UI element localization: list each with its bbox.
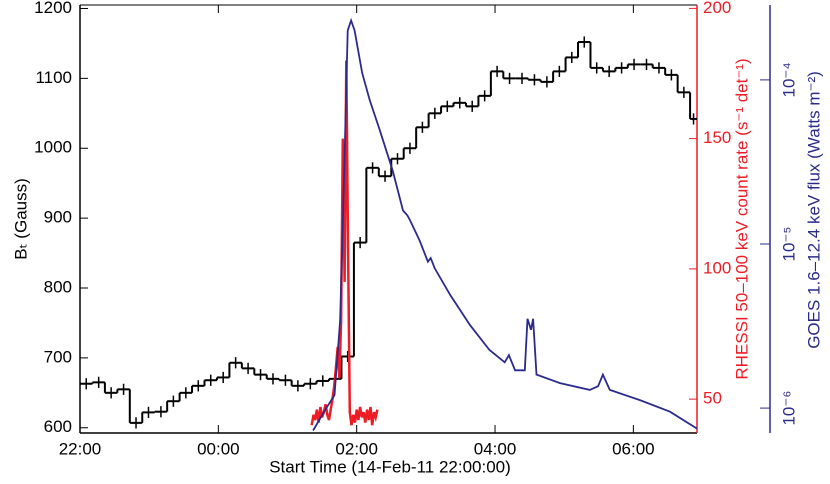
y3-tick-label: 10⁻⁴ xyxy=(779,62,798,97)
y-tick-label: 800 xyxy=(44,277,72,296)
y3-tick-label: 10⁻⁵ xyxy=(779,227,798,262)
y-tick-label: 1100 xyxy=(35,68,72,87)
series-line xyxy=(312,17,698,431)
y-tick-label: 700 xyxy=(44,347,72,366)
x-tick-label: 00:00 xyxy=(197,439,240,458)
x-tick-label: 04:00 xyxy=(474,439,517,458)
x-tick-label: 02:00 xyxy=(335,439,378,458)
y2-tick-label: 100 xyxy=(703,258,731,277)
y2-tick-label: 50 xyxy=(703,389,722,408)
y3-axis-title: GOES 1.6–12.4 keV flux (Watts m⁻²) xyxy=(804,71,823,349)
y-tick-label: 600 xyxy=(44,417,72,436)
x-axis-title: Start Time (14-Feb-11 22:00:00) xyxy=(269,457,511,476)
y-tick-label: 1200 xyxy=(34,0,72,17)
series-line xyxy=(310,60,379,426)
x-tick-label: 06:00 xyxy=(612,439,655,458)
y-tick-label: 900 xyxy=(44,208,72,227)
x-tick-label: 22:00 xyxy=(59,439,102,458)
y-axis-title: Bₜ (Gauss) xyxy=(11,178,30,260)
y3-tick-label: 10⁻⁶ xyxy=(779,391,798,426)
y2-tick-label: 150 xyxy=(703,128,731,147)
y2-tick-label: 200 xyxy=(703,0,731,17)
y2-axis-title: RHESSI 50–100 keV count rate (s⁻¹ det⁻¹) xyxy=(732,58,751,379)
y-tick-label: 1000 xyxy=(34,138,72,157)
